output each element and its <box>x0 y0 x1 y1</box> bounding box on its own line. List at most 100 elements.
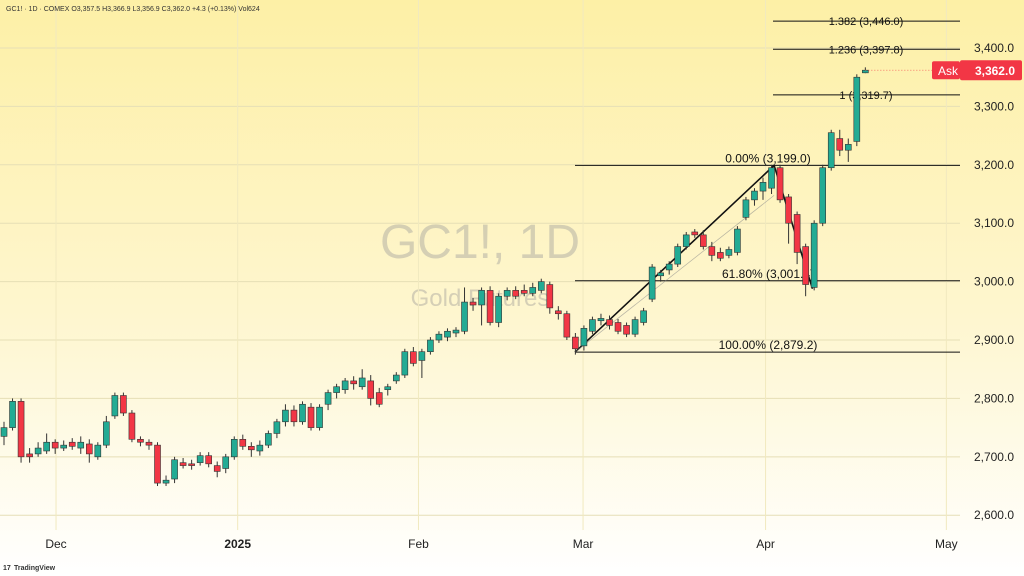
fib-level-label: 0.00% (3,199.0) <box>725 151 810 165</box>
y-tick-label: 2,700.0 <box>974 450 1014 464</box>
candle-body <box>94 444 102 458</box>
y-tick-label: 3,300.0 <box>974 99 1014 113</box>
x-tick-label: Mar <box>573 537 594 551</box>
candle-body <box>682 234 690 247</box>
ask-label-bg <box>932 61 960 80</box>
candle-body <box>665 263 673 271</box>
candle-body <box>307 406 315 428</box>
candle-body <box>444 330 451 338</box>
candle-body <box>793 214 801 253</box>
candle-body <box>256 444 264 452</box>
x-tick-label: May <box>935 537 958 551</box>
candle-body <box>589 319 596 332</box>
candle-body <box>810 222 818 288</box>
x-tick-label: Apr <box>756 537 775 551</box>
candle-body <box>853 76 861 142</box>
candle-body <box>486 290 494 323</box>
candle-body <box>572 336 579 350</box>
candle-body <box>0 427 8 437</box>
candle-body <box>529 287 537 294</box>
y-tick-label: 3,000.0 <box>974 275 1014 289</box>
y-tick-label: 3,200.0 <box>974 158 1014 172</box>
fib-extension-label: 1.236 (3,397.8) <box>829 44 904 56</box>
symbol-header: GC1! · 1D · COMEX O3,357.5 H3,366.9 L3,3… <box>6 6 260 13</box>
candle-body <box>461 301 468 332</box>
candle-body <box>563 313 571 338</box>
candle-body <box>188 463 195 466</box>
candle-body <box>68 441 76 447</box>
candle-body <box>239 439 247 447</box>
candle-body <box>836 138 844 151</box>
candle-body <box>333 386 340 393</box>
candle-body <box>205 455 212 465</box>
y-tick-label: 3,100.0 <box>974 216 1014 230</box>
y-tick-label: 2,600.0 <box>974 508 1014 522</box>
candle-body <box>597 318 605 322</box>
footer-brand: TradingView <box>14 565 56 572</box>
candle-body <box>77 441 85 449</box>
candle-body <box>537 281 545 291</box>
candle-body <box>103 421 110 446</box>
candle-body <box>43 441 50 452</box>
trend-helper <box>574 195 775 353</box>
candle-body <box>819 167 826 224</box>
candle-body <box>248 446 255 451</box>
candle-body <box>495 295 502 323</box>
watermark-title: GC1!, 1D <box>380 216 580 269</box>
candle-body <box>503 290 511 297</box>
candle-body <box>759 182 767 192</box>
candle-body <box>717 252 724 259</box>
candle-body <box>452 329 460 334</box>
candle-body <box>162 479 170 484</box>
candle-body <box>674 246 682 265</box>
candle-body <box>546 284 554 309</box>
fib-extension-label: 1 (3,319.7) <box>839 90 892 102</box>
candle-body <box>290 409 298 423</box>
candle-body <box>700 234 707 247</box>
ask-label-text: Ask <box>938 64 959 78</box>
candle-body <box>623 325 630 335</box>
candle-body <box>580 328 588 347</box>
candle-body <box>316 406 323 428</box>
candle-body <box>691 231 699 236</box>
candle-body <box>137 439 144 443</box>
fib-level-label: 100.00% (2,879.2) <box>719 338 818 352</box>
footer-logo: 17 <box>3 565 11 572</box>
candle-body <box>520 290 528 294</box>
last-price-bg <box>960 60 1022 81</box>
y-tick-label: 3,400.0 <box>974 41 1014 55</box>
candle-body <box>265 433 272 446</box>
candle-body <box>844 144 852 151</box>
candle-body <box>51 441 59 449</box>
candle-body <box>648 266 656 300</box>
y-tick-label: 2,800.0 <box>974 391 1014 405</box>
candle-body <box>469 301 477 306</box>
candle-body <box>734 228 741 253</box>
candle-body <box>85 443 93 455</box>
candle-body <box>213 465 221 472</box>
candle-body <box>282 409 289 423</box>
plot: 2,600.0 2,700.0 2,800.0 2,900.0 3,000.0 3,100… <box>0 0 1022 551</box>
x-tick-label: Dec <box>45 537 66 551</box>
candle-body <box>827 132 835 169</box>
candle-body <box>358 377 366 388</box>
candle-body <box>230 439 238 458</box>
candle-body <box>768 167 775 189</box>
last-price-label: 3,362.0 <box>975 64 1015 78</box>
candle-body <box>350 380 357 385</box>
candle-body <box>614 322 622 332</box>
candle-body <box>802 246 809 285</box>
candle-body <box>657 272 664 277</box>
candle-body <box>708 246 716 256</box>
candle-body <box>375 392 383 405</box>
candle-body <box>111 395 119 417</box>
candle-body <box>196 455 204 463</box>
candle-body <box>401 351 409 376</box>
candle-body <box>120 395 127 414</box>
candle-body <box>725 249 733 256</box>
candle-body <box>17 401 25 458</box>
candle-body <box>742 199 750 218</box>
candle-body <box>179 462 187 466</box>
